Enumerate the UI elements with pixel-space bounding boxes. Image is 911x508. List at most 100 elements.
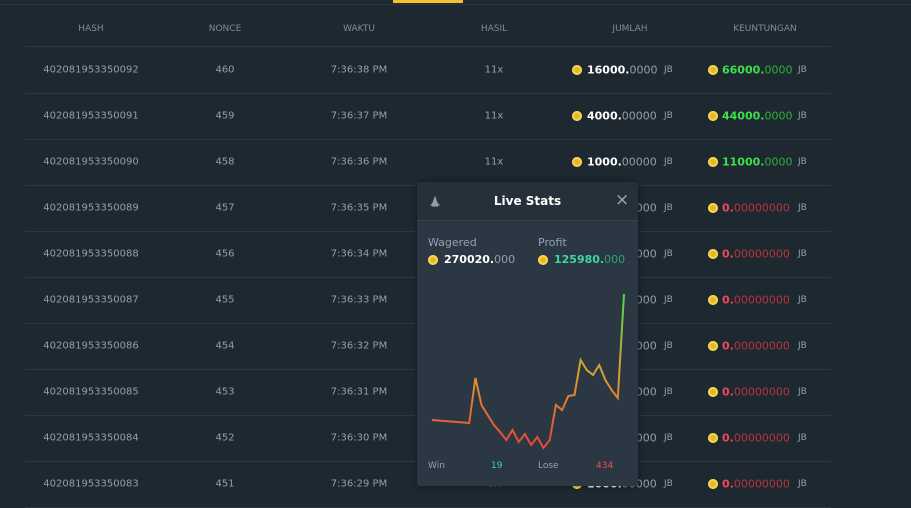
profit-cell: 0.00000000 [722, 478, 790, 491]
profit-cell: 0.00000000 [722, 340, 790, 353]
wagered-label: Wagered [428, 236, 477, 249]
currency: JB [664, 433, 673, 443]
profit-int: 44000. [722, 109, 765, 123]
currency: JB [798, 295, 807, 305]
active-tab [393, 0, 463, 3]
live-stats-panel: Live Stats × Wagered 270020.000 Profit 1… [417, 182, 638, 486]
currency: JB [798, 387, 807, 397]
pin-icon[interactable] [429, 196, 441, 208]
currency: JB [798, 479, 807, 489]
coin-icon [708, 65, 718, 75]
coin-icon [428, 255, 438, 265]
profit-cell: 11000.0000 [722, 156, 792, 169]
time-cell: 7:36:35 PM [330, 202, 388, 214]
win-count: 19 [491, 461, 503, 471]
amount-cell: 1000.00000 [587, 156, 657, 169]
amount-int: 1000. [587, 155, 622, 169]
profit-int: 0. [722, 339, 734, 353]
currency: JB [664, 157, 673, 167]
time-cell: 7:36:32 PM [330, 340, 388, 352]
profit-dec: 00000000 [733, 431, 790, 445]
result-cell: 11x [484, 110, 504, 122]
currency: JB [664, 203, 673, 213]
coin-icon [572, 111, 582, 121]
amount-dec: 00000 [621, 155, 657, 169]
panel-header: Live Stats × [417, 182, 638, 221]
amount-dec: 0000 [629, 63, 658, 77]
profit-int: 66000. [722, 63, 765, 77]
hash-cell: 402081953350085 [43, 386, 139, 398]
profit-chart [431, 293, 625, 450]
profit-dec: 00000000 [733, 385, 790, 399]
hash-cell: 402081953350083 [43, 478, 139, 490]
profit-dec: 00000000 [733, 339, 790, 353]
nonce-cell: 451 [215, 478, 235, 490]
nonce-cell: 455 [215, 294, 235, 306]
coin-icon [538, 255, 548, 265]
column-header: HASH [78, 24, 104, 34]
currency: JB [798, 65, 807, 75]
currency: JB [798, 433, 807, 443]
close-button[interactable]: × [615, 190, 630, 210]
lose-label: Lose [538, 461, 559, 471]
time-cell: 7:36:30 PM [330, 432, 388, 444]
profit-int: 0. [722, 385, 734, 399]
profit-cell: 44000.0000 [722, 110, 792, 123]
row-separator [25, 139, 831, 140]
wagered-value: 270020.000 [444, 253, 515, 266]
result-cell: 11x [484, 156, 504, 168]
column-header: KEUNTUNGAN [733, 24, 797, 34]
currency: JB [664, 341, 673, 351]
profit-int: 125980. [554, 253, 605, 266]
hash-cell: 402081953350084 [43, 432, 139, 444]
column-header: NONCE [208, 24, 242, 34]
nonce-cell: 452 [215, 432, 235, 444]
time-cell: 7:36:34 PM [330, 248, 388, 260]
amount-dec: 00000 [621, 109, 657, 123]
profit-label: Profit [538, 236, 567, 249]
time-cell: 7:36:31 PM [330, 386, 388, 398]
time-cell: 7:36:29 PM [330, 478, 388, 490]
currency: JB [798, 111, 807, 121]
nonce-cell: 453 [215, 386, 235, 398]
hash-cell: 402081953350086 [43, 340, 139, 352]
coin-icon [708, 203, 718, 213]
profit-int: 0. [722, 247, 734, 261]
coin-icon [708, 479, 718, 489]
coin-icon [708, 249, 718, 259]
amount-cell: 16000.0000 [587, 64, 657, 77]
column-header: WAKTU [343, 24, 375, 34]
coin-icon [572, 157, 582, 167]
profit-cell: 0.00000000 [722, 432, 790, 445]
hash-cell: 402081953350090 [43, 156, 139, 168]
profit-cell: 0.00000000 [722, 248, 790, 261]
wagered-int: 270020. [444, 253, 495, 266]
lose-count: 434 [596, 461, 614, 471]
coin-icon [708, 157, 718, 167]
column-header: JUMLAH [612, 24, 648, 34]
profit-int: 0. [722, 293, 734, 307]
currency: JB [798, 203, 807, 213]
coin-icon [708, 295, 718, 305]
nonce-cell: 454 [215, 340, 235, 352]
result-cell: 11x [484, 64, 504, 76]
currency: JB [798, 157, 807, 167]
amount-int: 4000. [587, 109, 622, 123]
time-cell: 7:36:36 PM [330, 156, 388, 168]
profit-dec: 0000 [764, 155, 793, 169]
currency: JB [664, 479, 673, 489]
nonce-cell: 460 [215, 64, 235, 76]
nonce-cell: 459 [215, 110, 235, 122]
tab-line [0, 4, 911, 5]
currency: JB [664, 111, 673, 121]
coin-icon [572, 65, 582, 75]
profit-dec: 000 [604, 253, 626, 266]
profit-int: 0. [722, 201, 734, 215]
wagered-dec: 000 [494, 253, 516, 266]
coin-icon [708, 387, 718, 397]
currency: JB [798, 249, 807, 259]
amount-int: 16000. [587, 63, 630, 77]
panel-title: Live Stats [493, 194, 562, 208]
profit-cell: 66000.0000 [722, 64, 792, 77]
profit-dec: 0000 [764, 109, 793, 123]
